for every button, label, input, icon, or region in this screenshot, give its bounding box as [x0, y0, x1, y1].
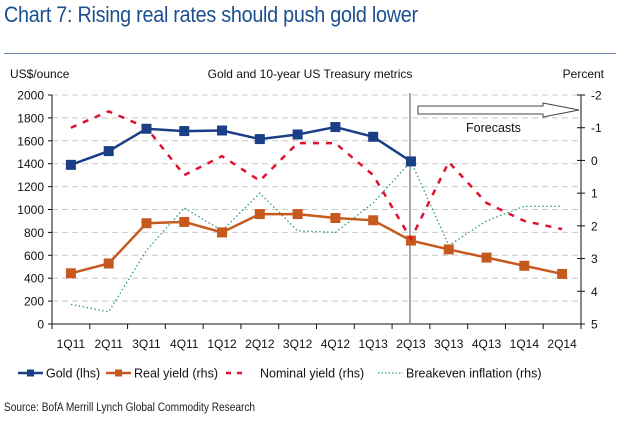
real-yield-marker — [443, 244, 454, 255]
real-yield-marker — [292, 209, 303, 220]
right-tick-label: 2 — [591, 219, 598, 233]
x-tick-label: 1Q14 — [510, 337, 540, 351]
left-axis-label: US$/ounce — [10, 67, 70, 81]
chart-subtitle: Gold and 10-year US Treasury metrics — [208, 67, 413, 81]
title-rule — [4, 53, 616, 54]
chart-title: Chart 7: Rising real rates should push g… — [4, 2, 418, 27]
right-tick-label: 3 — [591, 252, 598, 266]
real-yield-marker — [557, 268, 568, 279]
gold-marker — [368, 131, 379, 142]
nominal-yield-line — [70, 109, 563, 242]
legend-marker-real-yield — [115, 369, 122, 377]
right-axis-label: Percent — [563, 67, 605, 81]
legend-label-nominal-yield: Nominal yield (rhs) — [260, 367, 364, 381]
left-tick-label: 1800 — [17, 111, 44, 125]
x-tick-label: 2Q12 — [245, 337, 275, 351]
gold-marker — [103, 146, 114, 157]
real-yield-marker — [141, 218, 152, 229]
x-tick-label: 1Q11 — [57, 337, 86, 351]
left-tick-label: 2000 — [17, 89, 44, 103]
left-tick-label: 1000 — [17, 203, 44, 217]
gold-marker — [179, 126, 190, 137]
x-tick-label: 2Q11 — [94, 337, 123, 351]
forecast-label: Forecasts — [466, 121, 521, 135]
real-yield-marker — [330, 213, 341, 224]
left-tick-label: 1400 — [17, 157, 44, 171]
legend-label-gold: Gold (lhs) — [46, 367, 100, 381]
real-yield-marker — [368, 215, 379, 226]
real-yield-marker — [103, 258, 114, 269]
real-yield-marker — [217, 227, 228, 238]
real-yield-marker — [254, 209, 265, 220]
gold-marker — [405, 156, 416, 167]
x-tick-label: 1Q12 — [207, 337, 237, 351]
left-tick-label: 800 — [24, 226, 44, 240]
x-tick-label: 4Q12 — [321, 337, 351, 351]
forecast-arrow — [417, 102, 580, 118]
left-tick-label: 200 — [24, 295, 44, 309]
x-tick-label: 3Q13 — [434, 337, 464, 351]
left-tick-label: 600 — [24, 249, 44, 263]
gold-line — [70, 125, 412, 167]
right-tick-label: 4 — [591, 285, 598, 299]
legend-label-real-yield: Real yield (rhs) — [134, 367, 218, 381]
chart: US$/ounce Gold and 10-year US Treasury m… — [10, 67, 605, 381]
gold-marker — [217, 125, 228, 136]
real-yield-marker — [65, 268, 76, 279]
right-tick-label: -2 — [591, 89, 602, 103]
x-tick-label: 4Q13 — [472, 337, 502, 351]
right-tick-label: 0 — [591, 154, 598, 168]
real-yield-marker — [481, 252, 492, 263]
right-tick-label: 1 — [591, 187, 598, 201]
legend-label-breakeven-inflation: Breakeven inflation (rhs) — [406, 367, 541, 381]
left-tick-label: 1600 — [17, 134, 44, 148]
legend-marker-gold — [27, 369, 34, 377]
x-tick-label: 2Q14 — [547, 337, 577, 351]
right-tick-label: 5 — [591, 318, 598, 332]
left-tick-label: 0 — [37, 318, 44, 332]
breakeven-inflation-line — [70, 160, 563, 313]
gold-marker — [65, 159, 76, 170]
x-tick-label: 3Q11 — [132, 337, 161, 351]
gold-marker — [292, 129, 303, 140]
x-tick-label: 3Q12 — [283, 337, 313, 351]
left-tick-label: 1200 — [17, 180, 44, 194]
gold-marker — [141, 123, 152, 134]
right-tick-label: -1 — [591, 121, 602, 135]
x-tick-label: 2Q13 — [396, 337, 426, 351]
real-yield-marker — [179, 216, 190, 227]
real-yield-line — [70, 212, 563, 276]
source-note: Source: BofA Merrill Lynch Global Commod… — [4, 402, 256, 414]
left-tick-label: 400 — [24, 272, 44, 286]
gold-marker — [330, 122, 341, 133]
x-tick-label: 4Q11 — [170, 337, 199, 351]
real-yield-marker — [519, 260, 530, 271]
x-tick-label: 1Q13 — [358, 337, 388, 351]
gold-marker — [254, 134, 265, 145]
